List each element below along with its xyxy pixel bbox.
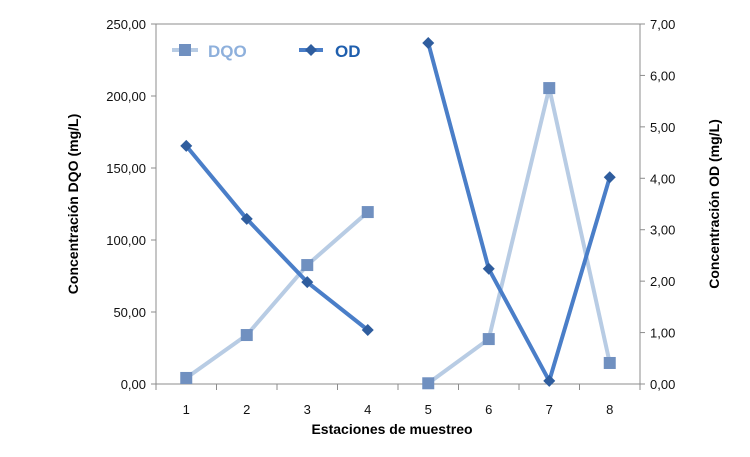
diamond-marker-icon [180, 139, 193, 152]
left-tick-label: 50,00 [113, 305, 146, 320]
x-tick-label: 6 [485, 402, 492, 417]
square-marker-icon [179, 44, 191, 56]
diamond-marker-icon [482, 262, 495, 275]
diamond-marker-icon [240, 212, 253, 225]
series-line [184, 210, 370, 380]
right-y-axis: 0,00 1,00 2,00 3,00 4,00 5,00 6,00 7,00 [639, 17, 675, 392]
right-tick-label: 4,00 [650, 171, 675, 186]
right-tick-label: 1,00 [650, 326, 675, 341]
left-tick-label: 100,00 [106, 233, 146, 248]
right-tick-label: 2,00 [650, 274, 675, 289]
left-tick-label: 150,00 [106, 161, 146, 176]
right-y-axis-title: Concentración OD (mg/L) [706, 119, 722, 289]
legend: DQO OD [172, 42, 361, 61]
series-line [426, 86, 612, 386]
square-marker-icon [180, 371, 193, 384]
diamond-marker-icon [422, 37, 435, 50]
diamond-marker-icon [301, 276, 314, 289]
x-axis-title: Estaciones de muestreo [311, 421, 472, 437]
left-tick-label: 250,00 [106, 17, 146, 32]
x-tick-label: 8 [606, 402, 613, 417]
legend-label-od: OD [335, 42, 361, 61]
x-tick-label: 7 [546, 402, 553, 417]
diamond-marker-icon [361, 324, 374, 336]
left-tick-label: 200,00 [106, 89, 146, 104]
right-tick-label: 6,00 [650, 68, 675, 83]
legend-label-dqo: DQO [208, 42, 247, 61]
series-od [180, 37, 616, 387]
diamond-marker-icon [543, 374, 556, 387]
series-dqo [180, 82, 616, 390]
legend-item-dqo: DQO [172, 42, 247, 61]
square-marker-icon [422, 377, 435, 390]
x-tick-label: 2 [243, 402, 250, 417]
square-marker-icon [482, 333, 495, 346]
square-marker-icon [603, 356, 616, 369]
left-y-axis-title: Concentración DQO (mg/L) [65, 114, 81, 294]
square-marker-icon [240, 329, 253, 342]
right-tick-label: 7,00 [650, 17, 675, 32]
square-marker-icon [543, 82, 556, 95]
series-layer [180, 37, 616, 390]
x-tick-label: 1 [183, 402, 190, 417]
right-tick-label: 3,00 [650, 223, 675, 238]
diamond-marker-icon [305, 44, 317, 56]
diamond-marker-icon [603, 171, 616, 184]
square-marker-icon [361, 206, 374, 219]
right-tick-label: 0,00 [650, 377, 675, 392]
right-tick-label: 5,00 [650, 120, 675, 135]
legend-item-od: OD [299, 42, 361, 61]
left-y-axis: 0,00 50,00 100,00 150,00 200,00 250,00 [106, 17, 157, 392]
x-tick-label: 4 [364, 402, 371, 417]
x-axis: 1 2 3 4 5 6 7 8 [155, 383, 641, 417]
series-line [184, 143, 370, 332]
left-tick-label: 0,00 [121, 377, 146, 392]
series-line [426, 41, 612, 383]
x-tick-label: 5 [425, 402, 432, 417]
square-marker-icon [301, 259, 314, 272]
x-tick-label: 3 [304, 402, 311, 417]
